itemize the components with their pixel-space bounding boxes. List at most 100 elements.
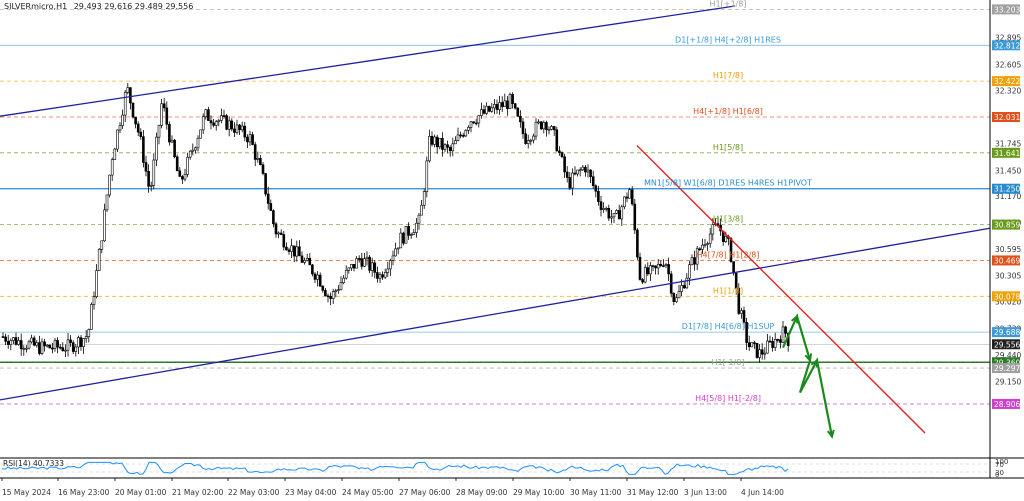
lower-channel-line[interactable] [0,227,991,401]
candle-body [779,339,782,343]
candle-body [313,273,317,280]
candle-body [209,120,213,124]
candle-body [344,270,348,279]
candle-body [519,115,522,123]
projection-arrows [781,313,835,439]
time-tick-label: 24 May 05:00 [342,488,394,497]
candle-body [290,245,293,252]
candle-body [417,214,421,224]
time-tick-label: 27 May 06:00 [399,488,451,497]
candle-body [636,229,639,258]
candle-body [100,240,104,250]
level-label: H1[-1/8] [711,358,744,367]
candle-body [6,341,10,345]
candle-body [560,152,564,158]
candle-body [35,342,39,346]
candle-body [360,258,364,267]
candle-body [25,347,28,350]
candle-body [441,138,444,150]
level-label: H1[1/8] [713,286,743,295]
price-tick-label: 30.305 [995,271,1021,280]
price-tick-label: 32.895 [995,34,1021,43]
candle-body [142,136,145,163]
time-axis: 15 May 2024 16 May 23:00 20 May 01:00 21 Ma… [1,478,784,497]
candle-body [773,339,777,348]
candle-body [69,339,72,343]
candle-body [311,264,314,275]
candle-body [43,341,46,347]
candle-body [108,174,111,196]
candle-body [165,107,169,125]
level-price-tag [992,327,1020,338]
candle-body [407,226,410,236]
candle-body [766,340,769,354]
rsi-level-label: 30 [995,469,1004,477]
candle-body [298,246,301,257]
candle-body [454,140,457,145]
price-tick-label: 31.450 [995,166,1021,175]
candle-body [633,203,637,231]
candle-body [22,348,26,350]
price-tick-label: 30.020 [995,298,1021,307]
candle-body [641,279,644,283]
level-label: H4[+1/8] H1[6/8] [693,107,763,116]
candle-body [27,341,31,349]
price-tick-label: 32.320 [995,86,1021,95]
candle-body [430,136,434,145]
candle-body [248,134,252,143]
level-price-tag-text: 31.641 [994,149,1020,158]
candle-body [259,158,262,166]
trendlines [0,5,991,434]
candle-body [646,267,650,275]
candle-body [277,232,280,235]
candle-body [40,341,44,354]
candle-body [316,274,319,280]
price-tick-label: 29.440 [995,351,1021,360]
candle-body [412,232,416,235]
candle-body [230,120,234,130]
candle-body [134,116,137,125]
candle-body [139,131,143,137]
candle-body [347,267,351,271]
candle-body [129,87,132,104]
candle-body [747,342,751,348]
candle-body [217,120,221,122]
candle-body [243,125,247,138]
candle-body [638,256,642,280]
candle-body [493,104,496,109]
candle-body [238,124,241,131]
candle-body [625,196,629,199]
candle-body [422,191,426,206]
candle-body [703,244,707,246]
candle-body [274,223,278,235]
candle-body [578,169,582,172]
candle-body [472,121,475,124]
candle-body [425,160,429,192]
candle-body [480,109,483,116]
candle-body [246,136,249,143]
candle-body [740,310,743,314]
candle-body [38,342,41,354]
candle-body [17,340,20,345]
level-label: H1[7/8] [713,71,743,80]
upper-channel-line[interactable] [0,5,736,117]
candle-body [667,264,670,275]
candle-body [552,126,556,131]
candle-body [771,340,774,348]
level-price-tag [992,183,1020,194]
candle-body [233,128,236,133]
candle-body [118,125,122,131]
rsi-level-label: 0 [995,471,999,479]
candle-body [688,264,691,279]
candle-body [64,349,67,352]
level-label: H4[5/8] H1[-2/8] [695,394,761,403]
candle-body [576,169,579,175]
candle-body [565,171,569,178]
level-price-tag-text: 30.078 [994,292,1020,301]
resistance-trendline[interactable] [636,145,926,434]
candle-body [103,209,106,242]
candle-body [240,125,244,131]
candle-body [191,149,195,152]
